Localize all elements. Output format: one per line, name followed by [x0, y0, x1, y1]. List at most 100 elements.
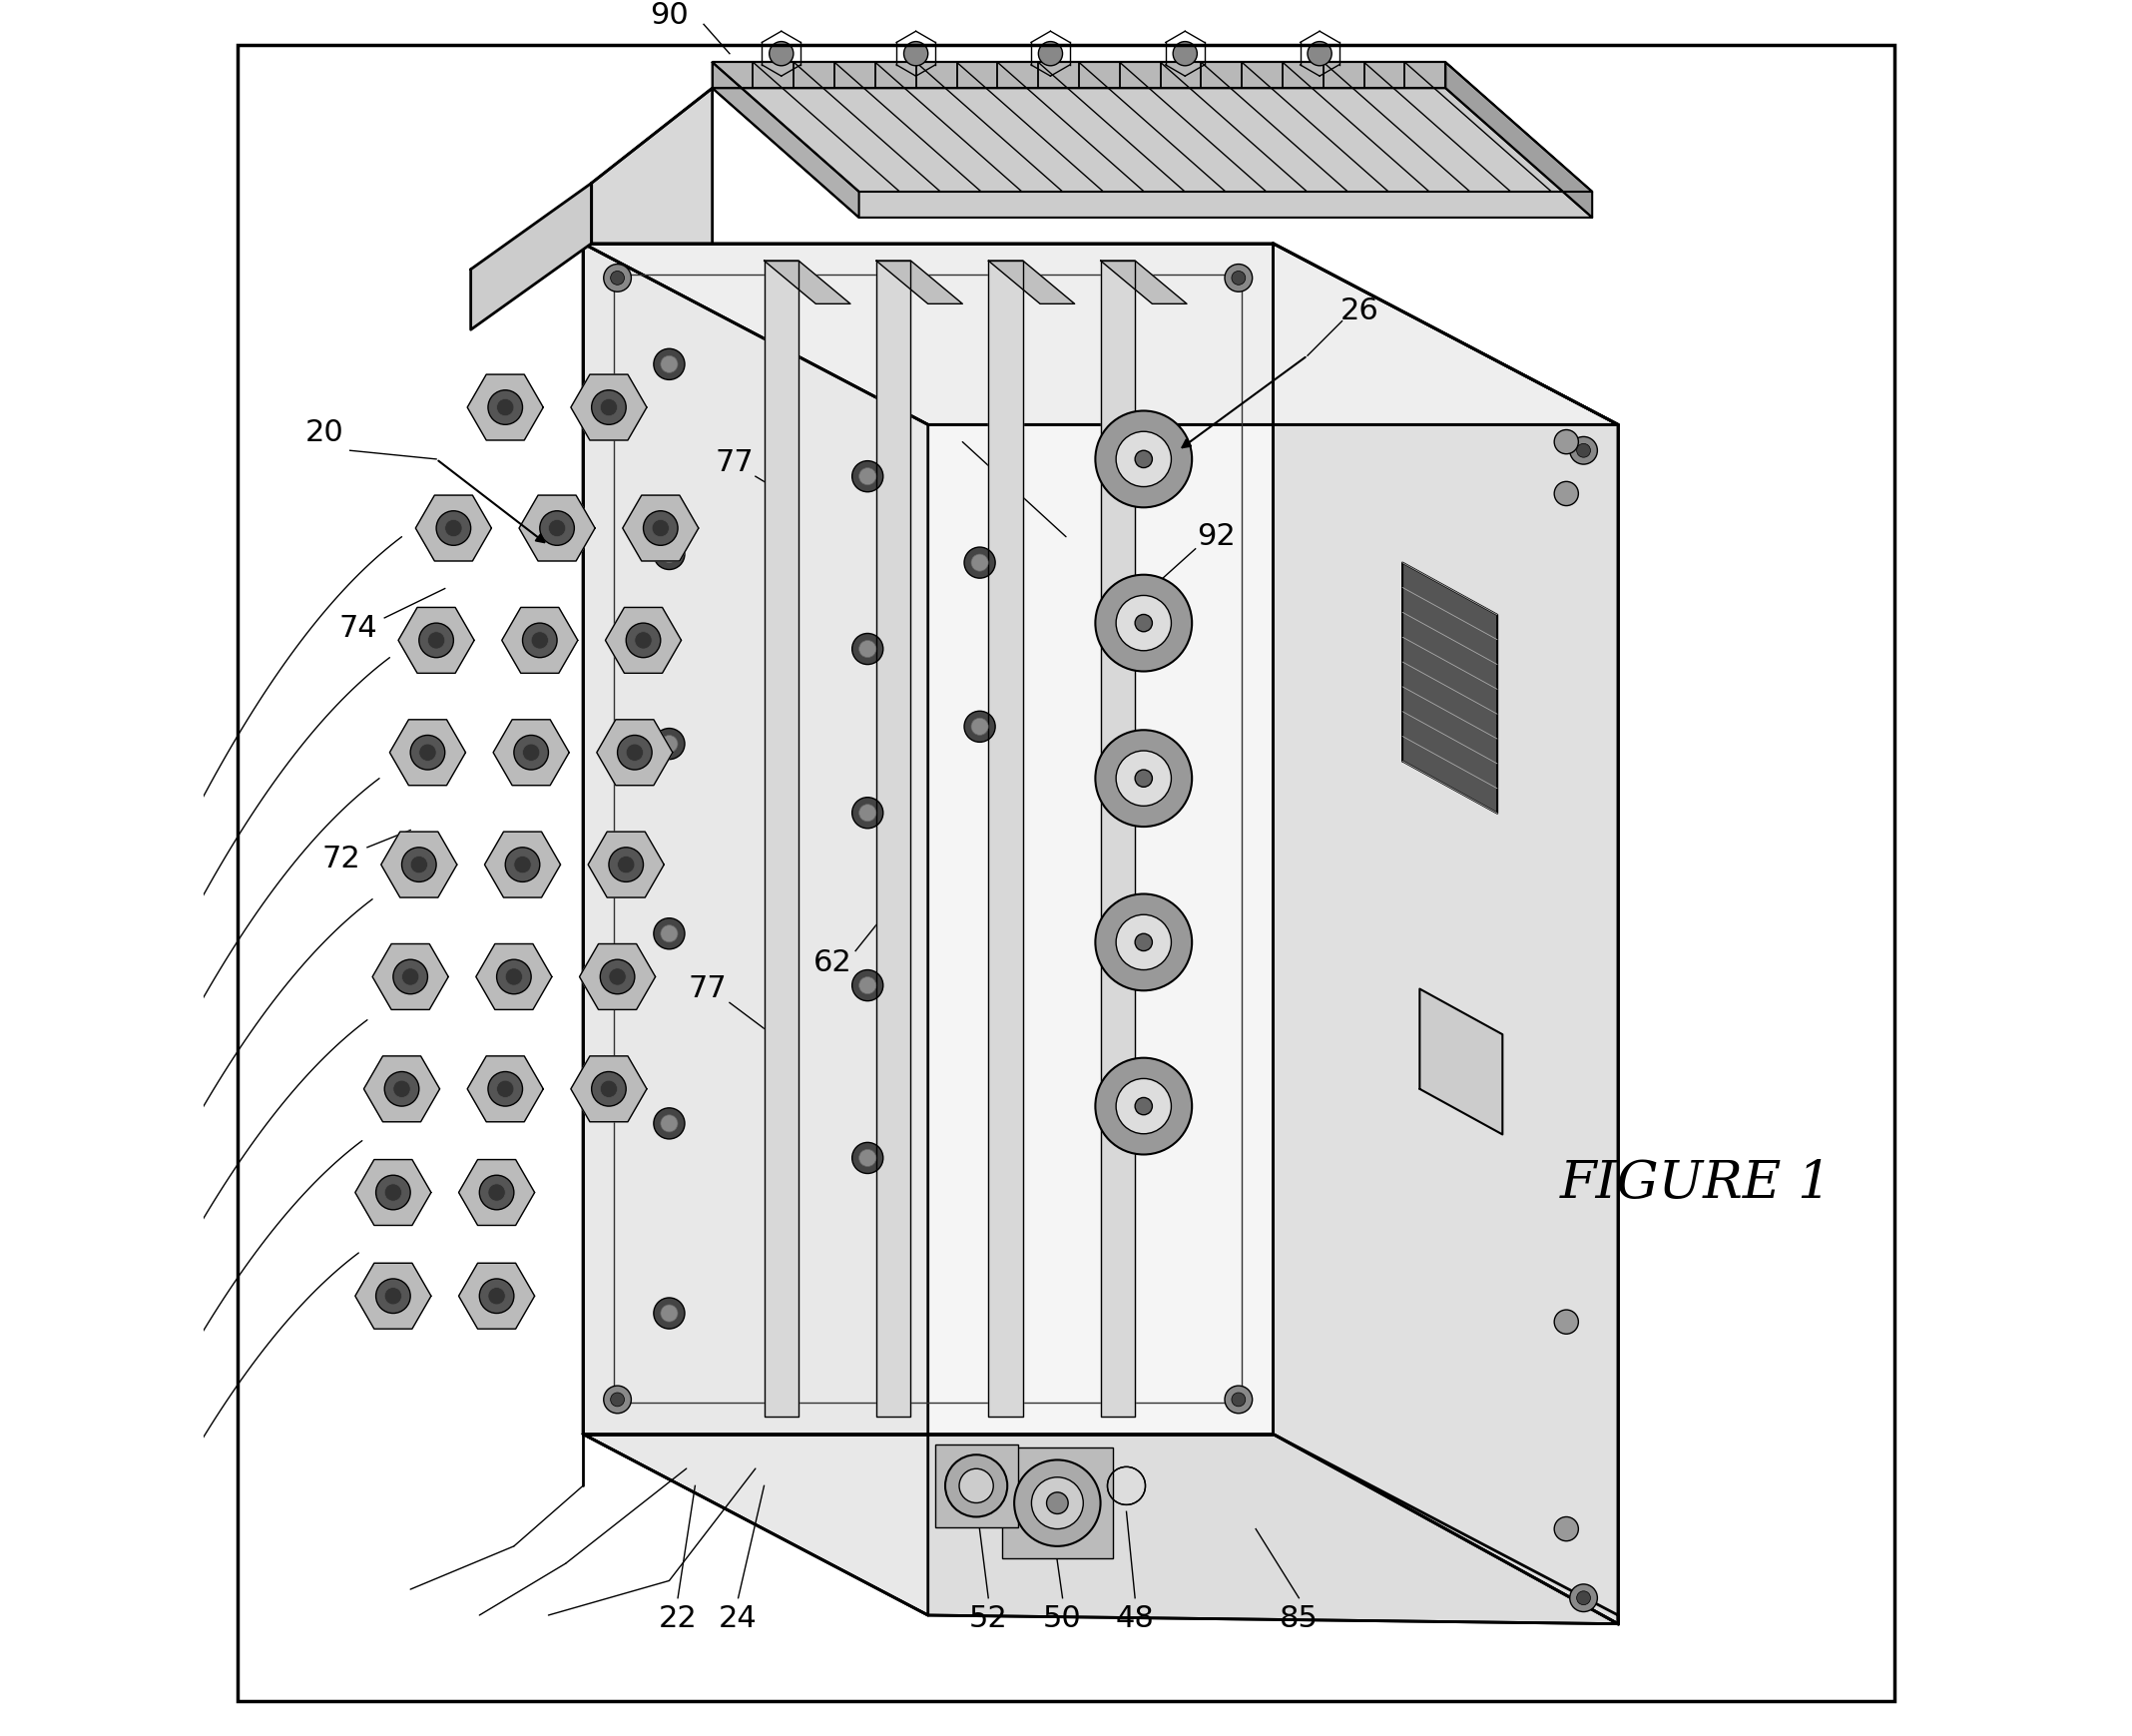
Circle shape [959, 1469, 994, 1503]
Circle shape [488, 1184, 505, 1201]
Polygon shape [356, 1264, 431, 1328]
Polygon shape [416, 495, 492, 561]
Polygon shape [458, 1160, 535, 1226]
Circle shape [548, 519, 565, 536]
Polygon shape [1100, 260, 1188, 304]
Text: 24: 24 [718, 1604, 757, 1634]
Circle shape [610, 271, 625, 285]
Circle shape [1096, 411, 1192, 507]
Text: 77: 77 [716, 448, 755, 477]
Circle shape [644, 510, 678, 545]
Circle shape [1096, 894, 1192, 991]
Circle shape [859, 977, 876, 995]
Circle shape [429, 632, 446, 649]
Circle shape [661, 1115, 678, 1132]
Polygon shape [458, 1264, 535, 1328]
Polygon shape [763, 260, 800, 1417]
Polygon shape [571, 1055, 646, 1121]
Circle shape [972, 554, 989, 571]
Circle shape [853, 460, 883, 491]
Circle shape [1096, 731, 1192, 826]
Circle shape [661, 1305, 678, 1321]
Circle shape [1569, 1585, 1597, 1611]
Circle shape [770, 42, 793, 66]
Bar [934, 1444, 1017, 1528]
Polygon shape [989, 260, 1023, 1417]
Circle shape [505, 969, 522, 986]
Polygon shape [580, 944, 655, 1010]
Circle shape [1578, 1592, 1590, 1604]
Circle shape [1134, 769, 1151, 786]
Circle shape [384, 1288, 401, 1305]
Circle shape [610, 1392, 625, 1406]
Circle shape [392, 960, 429, 995]
Polygon shape [373, 944, 448, 1010]
Circle shape [1115, 432, 1170, 486]
Polygon shape [1445, 62, 1593, 217]
Circle shape [859, 641, 876, 658]
Circle shape [488, 1288, 505, 1305]
Circle shape [1096, 1057, 1192, 1154]
Circle shape [531, 632, 548, 649]
Circle shape [853, 634, 883, 665]
Circle shape [375, 1279, 409, 1312]
Circle shape [392, 1080, 409, 1097]
Circle shape [964, 712, 996, 741]
Polygon shape [763, 260, 851, 304]
Text: FIGURE 1: FIGURE 1 [1561, 1158, 1831, 1210]
Polygon shape [712, 62, 1445, 89]
Polygon shape [989, 260, 1075, 304]
Circle shape [514, 734, 548, 769]
Text: 48: 48 [1115, 1604, 1153, 1634]
Circle shape [1232, 1392, 1245, 1406]
Circle shape [1307, 42, 1332, 66]
Circle shape [1115, 915, 1170, 970]
Circle shape [1173, 42, 1198, 66]
Circle shape [853, 797, 883, 828]
Circle shape [1115, 750, 1170, 806]
Text: 22: 22 [659, 1604, 697, 1634]
Circle shape [522, 623, 556, 658]
Text: 90: 90 [650, 2, 689, 30]
Polygon shape [623, 495, 699, 561]
Circle shape [446, 519, 463, 536]
Circle shape [655, 1108, 684, 1139]
Polygon shape [582, 243, 1273, 1434]
Circle shape [972, 719, 989, 734]
Circle shape [964, 547, 996, 578]
Polygon shape [876, 260, 910, 1417]
Circle shape [591, 391, 627, 425]
Circle shape [635, 632, 652, 649]
Circle shape [401, 969, 420, 986]
Circle shape [488, 391, 522, 425]
Circle shape [375, 1175, 409, 1210]
Circle shape [603, 1385, 631, 1413]
Polygon shape [475, 944, 552, 1010]
Polygon shape [582, 243, 1618, 425]
Circle shape [618, 856, 635, 873]
Text: 52: 52 [970, 1604, 1008, 1634]
Text: 92: 92 [1196, 523, 1234, 552]
Circle shape [1554, 481, 1578, 505]
Polygon shape [571, 375, 646, 441]
Circle shape [1134, 934, 1151, 951]
Text: 50: 50 [1043, 1604, 1081, 1634]
Circle shape [1569, 437, 1597, 464]
Circle shape [618, 734, 652, 769]
Polygon shape [876, 260, 962, 304]
Circle shape [1015, 1460, 1100, 1547]
Circle shape [853, 1142, 883, 1174]
Circle shape [859, 467, 876, 484]
Circle shape [1115, 595, 1170, 651]
Circle shape [488, 1071, 522, 1106]
Text: 77: 77 [689, 974, 727, 1003]
Polygon shape [365, 1055, 439, 1121]
Circle shape [859, 1149, 876, 1167]
Circle shape [603, 264, 631, 292]
Polygon shape [382, 832, 456, 898]
Polygon shape [1403, 562, 1497, 812]
Polygon shape [467, 375, 544, 441]
Circle shape [661, 925, 678, 943]
Circle shape [1554, 431, 1578, 453]
Polygon shape [582, 243, 927, 1614]
